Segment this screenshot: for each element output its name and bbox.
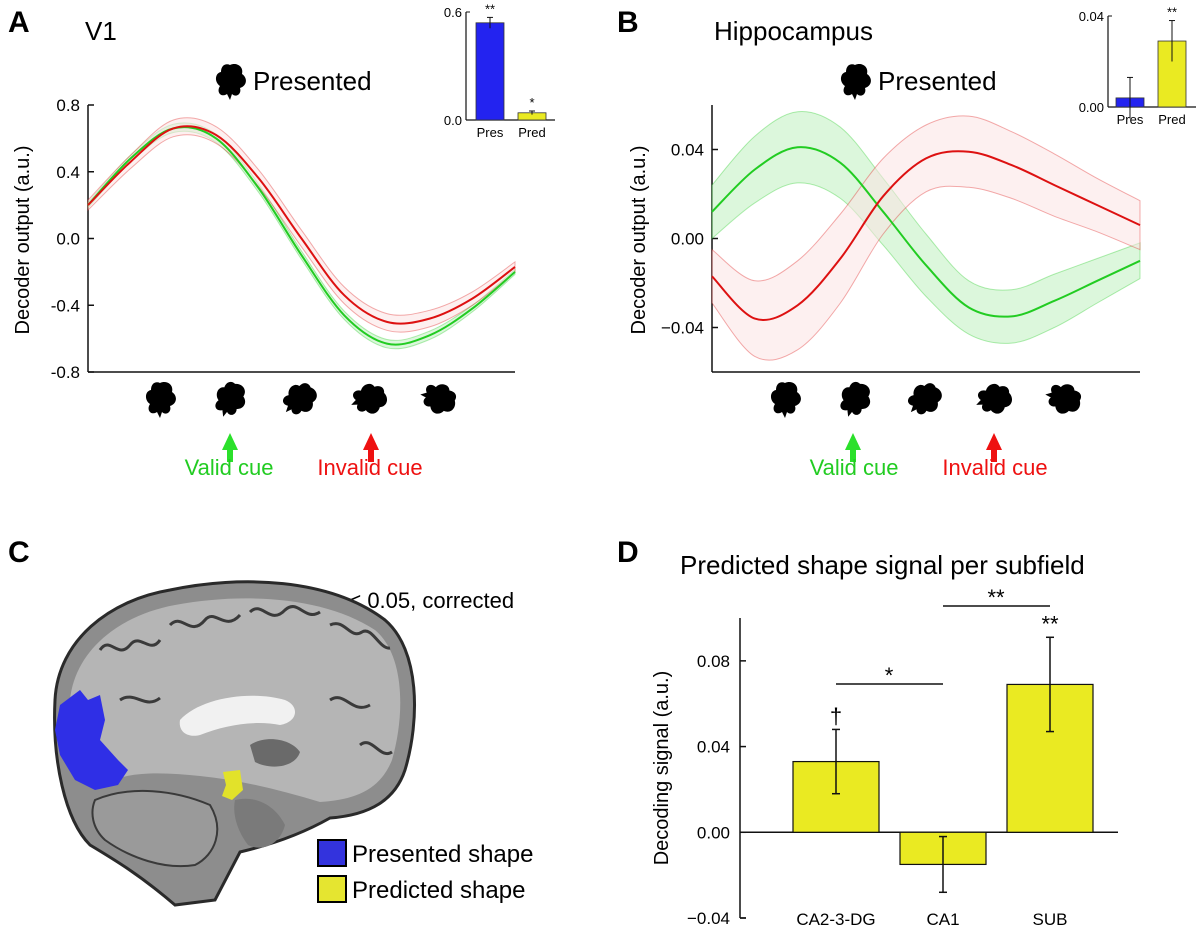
panel-b: B Hippocampus Presented Decoder output (… xyxy=(617,5,1196,480)
panel-letter-b: B xyxy=(617,6,639,39)
inset-tick-label: 0.00 xyxy=(1079,100,1104,115)
y-tick-label: -0.8 xyxy=(51,363,80,382)
shape-silhouette-icon xyxy=(971,379,1016,420)
y-tick-label: 0.04 xyxy=(697,738,730,757)
predicted-shape-activation xyxy=(222,770,243,800)
plot-area-d: 0.08 0.04 0.00 −0.04 Decoding signal (a.u.) C… xyxy=(651,585,1118,929)
inset-category-label: Pred xyxy=(518,125,545,140)
y-tick-label: 0.4 xyxy=(56,163,80,182)
shape-silhouette-icon xyxy=(840,64,871,100)
error-band-invalid xyxy=(87,117,516,333)
y-axis-label: Decoder output (a.u.) xyxy=(628,146,650,335)
shape-sequence-a xyxy=(145,376,459,424)
series-line-invalid xyxy=(87,125,516,325)
legend-label-presented: Presented shape xyxy=(352,841,533,868)
inset-significance-star: ** xyxy=(485,1,495,16)
panel-c: C p < 0.05, corrected Presented shape xyxy=(8,536,533,907)
series-line-invalid xyxy=(711,150,1141,321)
legend-label-predicted: Predicted shape xyxy=(352,877,525,904)
presented-label: Presented xyxy=(253,66,372,96)
inset-bar-pres xyxy=(475,22,505,121)
valid-cue-label: Valid cue xyxy=(810,455,899,480)
y-tick-label: 0.08 xyxy=(697,652,730,671)
panel-letter-d: D xyxy=(617,536,639,569)
invalid-cue-label: Invalid cue xyxy=(317,455,422,480)
shape-silhouette-icon xyxy=(417,380,459,417)
shape-silhouette-icon xyxy=(209,378,251,423)
shape-silhouette-icon xyxy=(346,379,391,420)
y-tick-label: 0.0 xyxy=(56,230,80,249)
shape-silhouette-icon xyxy=(770,382,801,418)
invalid-cue-label: Invalid cue xyxy=(942,455,1047,480)
significance-marker: † xyxy=(830,703,842,728)
significance-marker: ** xyxy=(1041,611,1059,636)
shape-silhouette-icon xyxy=(1042,380,1084,417)
y-tick-label: 0.00 xyxy=(671,230,704,249)
inset-tick-label: 0.6 xyxy=(444,5,462,20)
inset-category-label: Pred xyxy=(1158,112,1185,127)
shape-silhouette-icon xyxy=(900,376,948,424)
shape-silhouette-icon xyxy=(215,64,246,100)
plot-area-b: 0.04 0.00 −0.04 xyxy=(661,105,1141,373)
panel-d-title: Predicted shape signal per subfield xyxy=(680,550,1085,580)
arrow-up-icon xyxy=(845,433,861,462)
x-category-label: CA1 xyxy=(926,910,959,929)
series-line-valid xyxy=(711,146,1141,318)
comparison-significance: ** xyxy=(987,585,1005,610)
inset-category-label: Pres xyxy=(477,125,504,140)
y-tick-label: 0.8 xyxy=(56,96,80,115)
x-category-label: CA2-3-DG xyxy=(796,910,875,929)
inset-bar-chart-a: 0.0 0.6 Pres ** Pred * xyxy=(444,1,555,140)
y-tick-label: 0.00 xyxy=(697,823,730,842)
presented-shape-activation xyxy=(55,690,128,790)
arrow-up-icon xyxy=(363,433,379,462)
y-axis-label: Decoding signal (a.u.) xyxy=(651,671,673,866)
presented-label: Presented xyxy=(878,66,997,96)
inset-significance-star: ** xyxy=(1167,5,1177,20)
arrow-up-icon xyxy=(222,433,238,462)
y-tick-label: −0.04 xyxy=(687,909,730,928)
error-band-invalid xyxy=(711,115,1141,361)
inset-category-label: Pres xyxy=(1117,112,1144,127)
inset-tick-label: 0.0 xyxy=(444,113,462,128)
y-axis-label: Decoder output (a.u.) xyxy=(12,146,34,335)
y-tick-label: 0.04 xyxy=(671,141,704,160)
brain-sagittal-slice xyxy=(53,580,417,907)
y-tick-label: −0.04 xyxy=(661,319,704,338)
panel-letter-a: A xyxy=(8,6,30,39)
panel-letter-c: C xyxy=(8,536,30,569)
arrow-up-icon xyxy=(986,433,1002,462)
comparison-significance: * xyxy=(885,663,894,688)
legend-swatch-presented xyxy=(317,839,347,867)
inset-tick-label: 0.04 xyxy=(1079,9,1104,24)
plot-area-a: 0.8 0.4 0.0 -0.4 -0.8 xyxy=(51,96,516,382)
shape-sequence-b xyxy=(770,376,1084,424)
inset-significance-star: * xyxy=(529,95,534,110)
region-title-hippocampus: Hippocampus xyxy=(714,16,873,46)
region-title-v1: V1 xyxy=(85,16,117,46)
shape-silhouette-icon xyxy=(145,382,176,418)
shape-silhouette-icon xyxy=(275,376,323,424)
x-category-label: SUB xyxy=(1033,910,1068,929)
panel-d: D Predicted shape signal per subfield 0.… xyxy=(617,536,1118,929)
valid-cue-label: Valid cue xyxy=(185,455,274,480)
y-tick-label: -0.4 xyxy=(51,296,80,315)
shape-silhouette-icon xyxy=(834,378,876,423)
panel-a: A V1 Presented Decoder output (a.u.) 0.8… xyxy=(8,1,555,480)
legend-swatch-predicted xyxy=(317,875,347,903)
inset-bar-chart-b: 0.00 0.04 Pres Pred ** xyxy=(1079,5,1196,127)
